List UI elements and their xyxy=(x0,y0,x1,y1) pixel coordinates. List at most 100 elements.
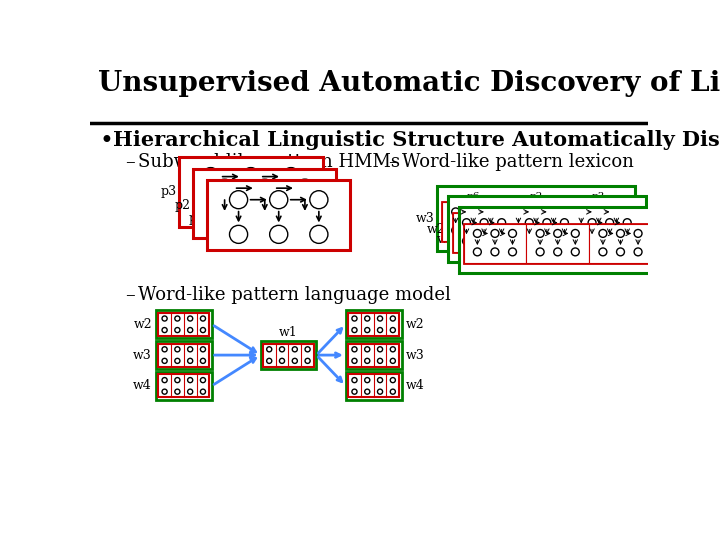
Text: p2: p2 xyxy=(551,213,564,222)
Circle shape xyxy=(595,208,603,216)
Text: Subword-like pattern HMMs: Subword-like pattern HMMs xyxy=(138,153,400,171)
Circle shape xyxy=(279,347,284,352)
Circle shape xyxy=(200,316,205,321)
FancyBboxPatch shape xyxy=(459,207,657,273)
Circle shape xyxy=(526,219,534,227)
Text: –: – xyxy=(125,286,135,304)
Circle shape xyxy=(560,219,568,227)
Circle shape xyxy=(543,219,551,227)
Circle shape xyxy=(606,219,613,227)
Circle shape xyxy=(390,328,395,333)
FancyBboxPatch shape xyxy=(158,343,210,367)
Text: p5: p5 xyxy=(603,202,616,211)
FancyBboxPatch shape xyxy=(263,343,314,367)
Circle shape xyxy=(279,359,284,363)
Circle shape xyxy=(365,377,370,383)
Circle shape xyxy=(305,347,310,352)
Circle shape xyxy=(200,377,205,383)
Circle shape xyxy=(292,347,297,352)
FancyBboxPatch shape xyxy=(156,341,212,369)
Circle shape xyxy=(175,328,180,333)
Circle shape xyxy=(588,219,596,227)
FancyBboxPatch shape xyxy=(348,313,399,336)
Circle shape xyxy=(188,389,193,394)
FancyBboxPatch shape xyxy=(348,343,399,367)
Text: p3: p3 xyxy=(161,185,177,198)
Circle shape xyxy=(474,248,481,256)
Circle shape xyxy=(352,359,357,363)
Circle shape xyxy=(352,389,357,394)
FancyBboxPatch shape xyxy=(464,224,526,263)
Circle shape xyxy=(242,167,260,186)
Circle shape xyxy=(498,219,505,227)
Circle shape xyxy=(491,230,499,238)
Circle shape xyxy=(595,226,603,234)
Circle shape xyxy=(577,208,585,216)
Circle shape xyxy=(390,316,395,321)
Circle shape xyxy=(266,359,271,363)
Circle shape xyxy=(480,219,488,227)
FancyBboxPatch shape xyxy=(516,213,578,252)
Circle shape xyxy=(390,377,395,383)
Circle shape xyxy=(616,230,624,238)
Circle shape xyxy=(296,179,314,197)
Circle shape xyxy=(572,248,580,256)
Text: –: – xyxy=(125,153,135,171)
Text: p2: p2 xyxy=(175,199,191,212)
Circle shape xyxy=(215,214,234,232)
FancyBboxPatch shape xyxy=(179,157,323,226)
Circle shape xyxy=(532,226,540,234)
Text: p4: p4 xyxy=(540,202,554,211)
Circle shape xyxy=(230,225,248,244)
FancyBboxPatch shape xyxy=(453,213,516,252)
Circle shape xyxy=(599,230,607,238)
Circle shape xyxy=(200,389,205,394)
Circle shape xyxy=(310,191,328,209)
Circle shape xyxy=(365,328,370,333)
Circle shape xyxy=(487,208,495,216)
Text: p3: p3 xyxy=(592,192,606,200)
Circle shape xyxy=(270,191,288,209)
Text: Word-like pattern language model: Word-like pattern language model xyxy=(138,286,451,304)
FancyBboxPatch shape xyxy=(156,372,212,400)
Circle shape xyxy=(390,347,395,352)
FancyBboxPatch shape xyxy=(589,224,652,263)
Circle shape xyxy=(270,225,288,244)
FancyBboxPatch shape xyxy=(526,224,589,263)
FancyBboxPatch shape xyxy=(437,186,635,251)
Circle shape xyxy=(377,389,382,394)
Text: w2: w2 xyxy=(426,222,445,235)
Text: w1: w1 xyxy=(437,233,456,246)
Text: Word-like pattern lexicon: Word-like pattern lexicon xyxy=(402,153,634,171)
FancyBboxPatch shape xyxy=(346,372,402,400)
Circle shape xyxy=(200,328,205,333)
Text: Hierarchical Linguistic Structure Automatically Discovered: Hierarchical Linguistic Structure Automa… xyxy=(113,130,720,150)
Circle shape xyxy=(162,377,167,383)
Circle shape xyxy=(451,208,459,216)
FancyBboxPatch shape xyxy=(156,310,212,338)
Circle shape xyxy=(526,237,534,245)
Text: Unsupervised Automatic Discovery of Linguistic Structure: Unsupervised Automatic Discovery of Ling… xyxy=(98,70,720,97)
Circle shape xyxy=(508,230,516,238)
Circle shape xyxy=(491,248,499,256)
Text: w3: w3 xyxy=(405,349,424,362)
Circle shape xyxy=(469,208,477,216)
Circle shape xyxy=(200,359,205,363)
Circle shape xyxy=(515,208,523,216)
Circle shape xyxy=(256,179,274,197)
Text: p1: p1 xyxy=(189,212,204,225)
Text: w4: w4 xyxy=(405,380,424,393)
FancyBboxPatch shape xyxy=(346,341,402,369)
Circle shape xyxy=(634,248,642,256)
Text: w3: w3 xyxy=(415,212,434,225)
Circle shape xyxy=(588,237,596,245)
Circle shape xyxy=(175,377,180,383)
Circle shape xyxy=(296,214,314,232)
Circle shape xyxy=(577,226,585,234)
Text: p1: p1 xyxy=(488,213,502,222)
Circle shape xyxy=(162,359,167,363)
Circle shape xyxy=(292,359,297,363)
Circle shape xyxy=(377,316,382,321)
Text: •: • xyxy=(99,130,113,153)
Text: w2: w2 xyxy=(133,318,152,331)
